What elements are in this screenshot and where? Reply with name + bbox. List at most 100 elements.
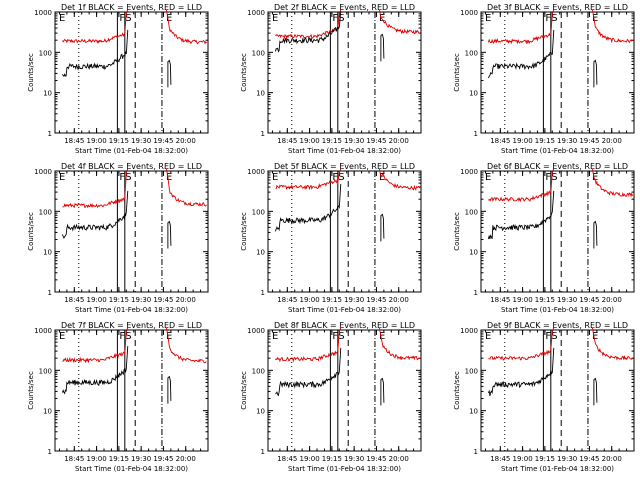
y-tick-label: 1	[261, 448, 265, 456]
x-tick-label: 19:15	[322, 137, 342, 145]
x-tick-label: 19:45	[579, 296, 599, 304]
x-tick-label: 18:45	[490, 296, 510, 304]
x-tick-label: 19:15	[109, 137, 129, 145]
y-tick-label: 100	[252, 49, 265, 57]
y-axis-label: Counts/sec	[27, 53, 35, 92]
series-lld-line	[591, 9, 633, 44]
x-tick-label: 19:00	[512, 455, 532, 463]
y-tick-label: 1	[48, 448, 52, 456]
panel-title: Det 2f BLACK = Events, RED = LLD	[274, 3, 415, 12]
marker-letter: E	[592, 331, 598, 342]
panel-title: Det 5f BLACK = Events, RED = LLD	[274, 162, 415, 171]
series-events-line	[274, 11, 342, 53]
y-tick-label: 10	[256, 249, 265, 257]
marker-letter: S	[338, 13, 344, 24]
x-tick-label: 19:00	[299, 455, 319, 463]
series-events-line	[488, 347, 555, 397]
series-lld-line	[378, 168, 420, 191]
y-tick-label: 1	[474, 448, 478, 456]
marker-letter: F	[545, 13, 551, 24]
marker-letter: E	[166, 331, 172, 342]
x-tick-label: 20:00	[389, 296, 409, 304]
marker-letter: E	[59, 13, 65, 24]
x-axis-label: Start Time (01-Feb-04 18:32:00)	[75, 465, 188, 473]
series-lld-line	[62, 9, 129, 44]
y-axis-label: Counts/sec	[27, 371, 35, 410]
x-tick-label: 19:30	[131, 137, 151, 145]
y-axis-label: Counts/sec	[240, 53, 248, 92]
y-axis-label: Counts/sec	[240, 212, 248, 251]
x-tick-label: 18:45	[490, 455, 510, 463]
panel-8: Det 8f BLACK = Events, RED = LLD 1 10 100 10…	[240, 321, 422, 473]
x-tick-label: 19:30	[344, 455, 364, 463]
panel-title: Det 4f BLACK = Events, RED = LLD	[61, 162, 202, 171]
marker-letter: S	[551, 331, 557, 342]
panel-1: Det 1f BLACK = Events, RED = LLD 1 10 100 10…	[27, 3, 209, 155]
x-tick-label: 19:45	[366, 296, 386, 304]
x-tick-label: 18:45	[277, 296, 297, 304]
series-lld-line	[378, 9, 420, 35]
panel-title: Det 7f BLACK = Events, RED = LLD	[61, 321, 202, 330]
panel-4: Det 4f BLACK = Events, RED = LLD 1 10 100 10…	[27, 162, 209, 314]
series-events-line	[487, 190, 555, 240]
marker-letter: F	[332, 331, 338, 342]
x-tick-label: 19:15	[322, 296, 342, 304]
x-tick-label: 20:00	[389, 137, 409, 145]
series-lld-line	[378, 327, 420, 361]
x-tick-label: 19:45	[579, 455, 599, 463]
y-tick-label: 10	[256, 90, 265, 98]
y-tick-label: 10	[469, 90, 478, 98]
x-axis-label: Start Time (01-Feb-04 18:32:00)	[501, 465, 614, 473]
x-axis-label: Start Time (01-Feb-04 18:32:00)	[75, 147, 188, 155]
plot-frame	[54, 170, 209, 293]
x-tick-label: 19:15	[535, 296, 555, 304]
x-tick-label: 19:30	[557, 296, 577, 304]
marker-letter: E	[485, 172, 491, 183]
x-tick-label: 20:00	[602, 137, 622, 145]
x-tick-label: 19:45	[366, 455, 386, 463]
y-tick-label: 1	[474, 289, 478, 297]
marker-letter: E	[592, 13, 598, 24]
panel-title: Det 3f BLACK = Events, RED = LLD	[487, 3, 628, 12]
series-lld-line	[62, 168, 129, 209]
series-lld-line	[591, 327, 633, 361]
marker-letter: S	[338, 331, 344, 342]
panel-6: Det 6f BLACK = Events, RED = LLD 1 10 100 10…	[453, 162, 635, 314]
x-axis-label: Start Time (01-Feb-04 18:32:00)	[501, 147, 614, 155]
series-events-line	[62, 190, 129, 239]
x-tick-label: 19:15	[322, 455, 342, 463]
series-lld-line	[488, 327, 555, 361]
marker-letter: E	[59, 172, 65, 183]
x-tick-label: 19:45	[153, 455, 173, 463]
x-axis-label: Start Time (01-Feb-04 18:32:00)	[288, 306, 401, 314]
marker-letter: F	[119, 172, 125, 183]
x-tick-label: 19:30	[557, 455, 577, 463]
y-tick-label: 1000	[247, 9, 265, 17]
x-tick-label: 18:45	[64, 296, 84, 304]
panel-9: Det 9f BLACK = Events, RED = LLD 1 10 100 10…	[453, 321, 635, 473]
x-tick-label: 19:00	[299, 137, 319, 145]
marker-letter: E	[485, 13, 491, 24]
marker-letter: E	[379, 172, 385, 183]
x-tick-label: 18:45	[490, 137, 510, 145]
series-lld-line	[275, 168, 342, 191]
series-events-line	[62, 29, 129, 78]
panel-title: Det 1f BLACK = Events, RED = LLD	[61, 3, 202, 12]
x-tick-label: 19:15	[535, 455, 555, 463]
y-tick-label: 1000	[34, 9, 52, 17]
y-tick-label: 1000	[460, 327, 478, 335]
marker-letter: S	[125, 331, 131, 342]
series-lld-line	[487, 9, 555, 45]
x-tick-label: 20:00	[602, 296, 622, 304]
panel-title: Det 9f BLACK = Events, RED = LLD	[487, 321, 628, 330]
plot-frame	[267, 11, 422, 134]
y-tick-label: 1000	[247, 168, 265, 176]
x-tick-label: 20:00	[176, 455, 196, 463]
y-axis-label: Counts/sec	[453, 212, 461, 251]
panel-5: Det 5f BLACK = Events, RED = LLD 1 10 100 10…	[240, 162, 422, 314]
marker-letter: E	[59, 331, 65, 342]
y-tick-label: 1	[474, 130, 478, 138]
marker-letter: E	[485, 331, 491, 342]
x-tick-label: 19:00	[86, 296, 106, 304]
